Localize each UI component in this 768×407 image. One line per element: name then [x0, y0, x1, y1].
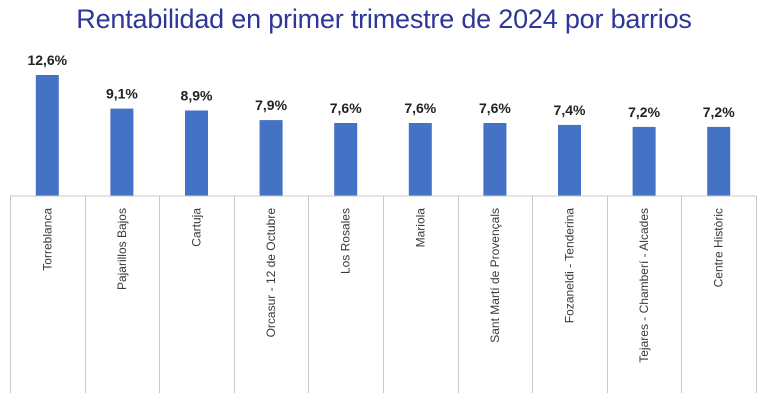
- bar-1: [110, 108, 134, 196]
- tick-label-3: Orcasur - 12 de Octubre: [264, 208, 278, 338]
- data-label-0: 12,6%: [27, 52, 67, 68]
- data-label-3: 7,9%: [255, 97, 287, 113]
- bar-6: [483, 123, 507, 196]
- tick-label-6: Sant Martí de Provençals: [488, 208, 502, 343]
- data-label-5: 7,6%: [404, 100, 436, 116]
- data-labels-layer: 12,6% 9,1% 8,9% 7,9% 7,6% 7,6% 7,6% 7,4% 7,2% 7,2…: [27, 52, 735, 120]
- category-axis: [10, 195, 757, 393]
- data-label-4: 7,6%: [330, 100, 362, 116]
- data-label-9: 7,2%: [703, 104, 735, 120]
- bar-3: [259, 120, 283, 196]
- bar-8: [632, 126, 656, 196]
- bar-5: [408, 123, 432, 196]
- data-label-7: 7,4%: [554, 102, 586, 118]
- bar-2: [185, 110, 208, 196]
- data-label-8: 7,2%: [628, 104, 660, 120]
- tick-label-5: Mariola: [413, 208, 427, 248]
- bar-7: [558, 124, 581, 196]
- tick-labels-layer: Torreblanca Pajarillos Bajos Cartuja Orcasu…: [40, 208, 725, 363]
- data-label-2: 8,9%: [181, 88, 213, 104]
- tick-label-7: Fozaneldi - Tenderina: [563, 208, 577, 324]
- tick-label-0: Torreblanca: [40, 208, 54, 271]
- data-label-6: 7,6%: [479, 100, 511, 116]
- tick-label-1: Pajarillos Bajos: [115, 208, 129, 290]
- data-label-1: 9,1%: [106, 86, 138, 102]
- tick-label-8: Tejares - Chamberí - Alcades: [637, 208, 651, 363]
- tick-label-2: Cartuja: [190, 208, 204, 247]
- bar-4: [334, 123, 358, 196]
- tick-label-4: Los Rosales: [339, 208, 353, 274]
- bar-9: [707, 126, 731, 196]
- bars-layer: [35, 75, 731, 196]
- tick-label-9: Centre Històric: [712, 208, 726, 287]
- chart-title: Rentabilidad en primer trimestre de 2024…: [76, 4, 692, 34]
- bar-0: [35, 75, 59, 196]
